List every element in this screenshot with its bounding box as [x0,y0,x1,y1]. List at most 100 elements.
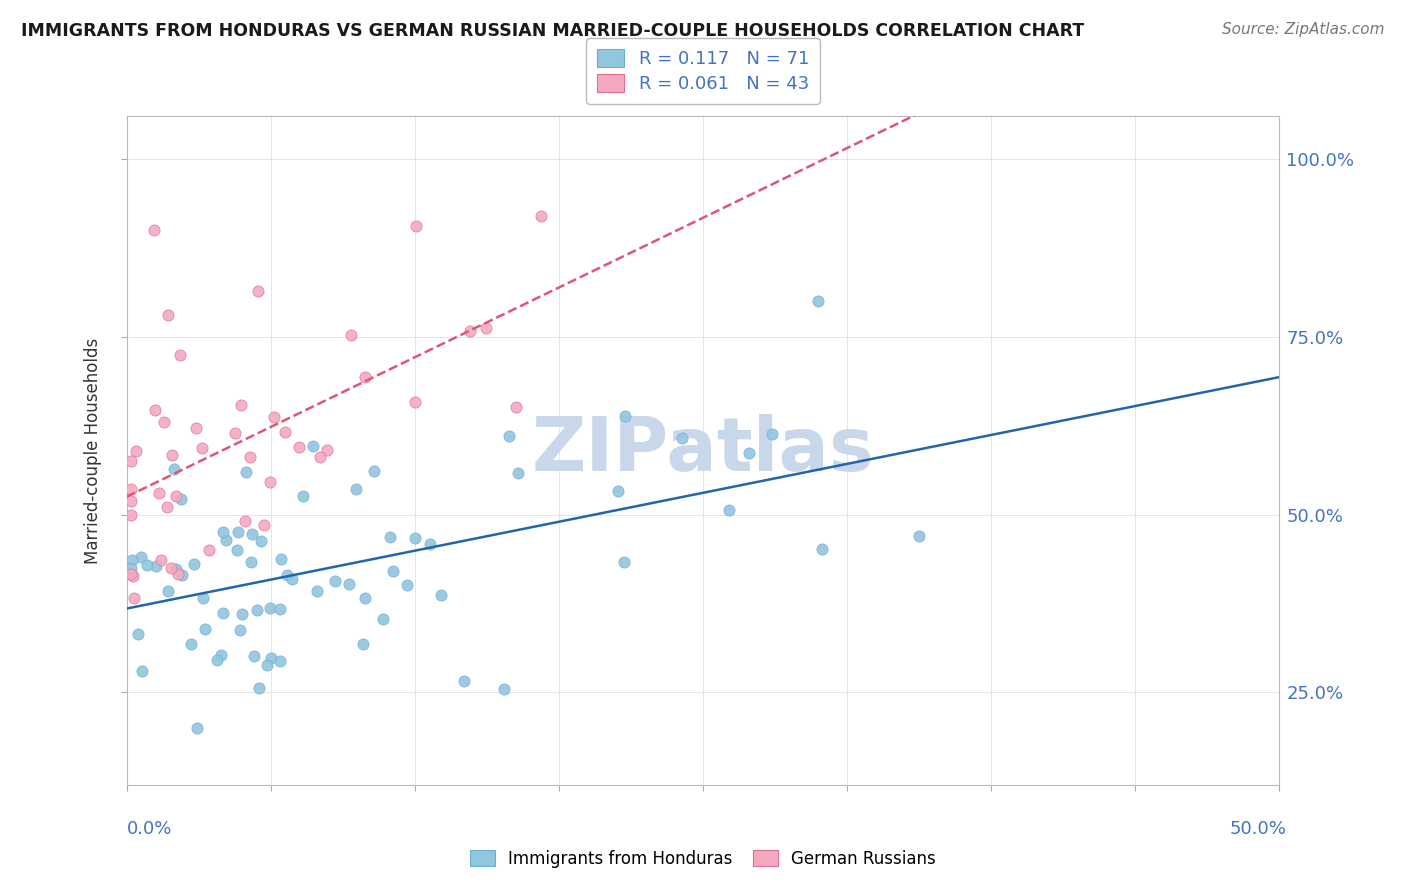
Point [717,503,740,517]
Point [165,489,187,503]
Point [325,574,347,588]
Y-axis label: Married-couple Households: Married-couple Households [84,337,103,564]
Point [226,543,249,558]
Point [246,603,269,617]
Point [354,591,377,606]
Point [143,223,166,237]
Point [240,527,263,541]
Point [124,591,146,606]
Point [276,568,298,582]
Text: ZIPatlas: ZIPatlas [531,414,875,487]
Point [250,533,273,548]
Point [212,525,235,540]
Point [157,308,180,322]
Point [344,483,367,497]
Point [229,398,252,412]
Point [135,558,157,573]
Point [270,552,292,566]
Point [145,558,167,573]
Text: 50.0%: 50.0% [1230,820,1286,838]
Point [405,219,427,233]
Point [143,402,166,417]
Point [613,555,636,569]
Point [395,578,418,592]
Point [124,443,146,458]
Point [129,550,152,565]
Text: 0.0%: 0.0% [127,820,172,838]
Point [274,425,297,439]
Point [165,562,187,576]
Point [153,415,176,429]
Point [269,654,291,668]
Point [131,665,153,679]
Point [316,442,339,457]
Point [474,321,496,335]
Point [530,209,553,223]
Point [224,425,246,440]
Point [494,681,516,696]
Point [419,537,441,551]
Point [233,514,256,528]
Point [280,572,302,586]
Point [453,673,475,688]
Point [209,648,232,662]
Text: Source: ZipAtlas.com: Source: ZipAtlas.com [1222,22,1385,37]
Point [120,483,142,497]
Point [380,530,402,544]
Point [160,448,183,462]
Point [226,525,249,540]
Point [180,637,202,651]
Legend: Immigrants from Honduras, German Russians: Immigrants from Honduras, German Russian… [464,844,942,875]
Point [194,623,217,637]
Point [235,466,257,480]
Point [149,552,172,566]
Point [211,606,233,620]
Point [404,395,426,409]
Point [120,508,142,523]
Point [120,494,142,508]
Point [260,651,283,665]
Point [120,567,142,582]
Point [337,577,360,591]
Point [163,462,186,476]
Point [160,561,183,575]
Point [505,400,527,414]
Point [252,517,274,532]
Point [240,555,263,569]
Point [288,441,311,455]
Point [506,467,529,481]
Point [183,557,205,571]
Point [363,464,385,478]
Point [340,328,363,343]
Point [308,450,330,464]
Point [120,561,142,575]
Point [239,450,262,464]
Point [156,583,179,598]
Point [205,653,228,667]
Point [382,564,405,578]
Point [614,409,637,424]
Point [671,431,693,445]
Point [121,553,143,567]
Point [247,681,270,695]
Point [120,454,142,468]
Point [148,486,170,500]
Point [127,627,149,641]
Point [259,475,281,489]
Point [186,421,208,435]
Point [256,657,278,672]
Point [907,529,929,543]
Point [291,489,314,503]
Point [170,491,193,506]
Point [156,500,179,515]
Point [243,648,266,663]
Point [169,348,191,362]
Point [172,568,194,582]
Point [269,601,291,615]
Point [191,441,214,455]
Point [215,533,238,547]
Point [193,591,215,606]
Point [229,624,252,638]
Point [231,607,253,621]
Point [738,446,761,460]
